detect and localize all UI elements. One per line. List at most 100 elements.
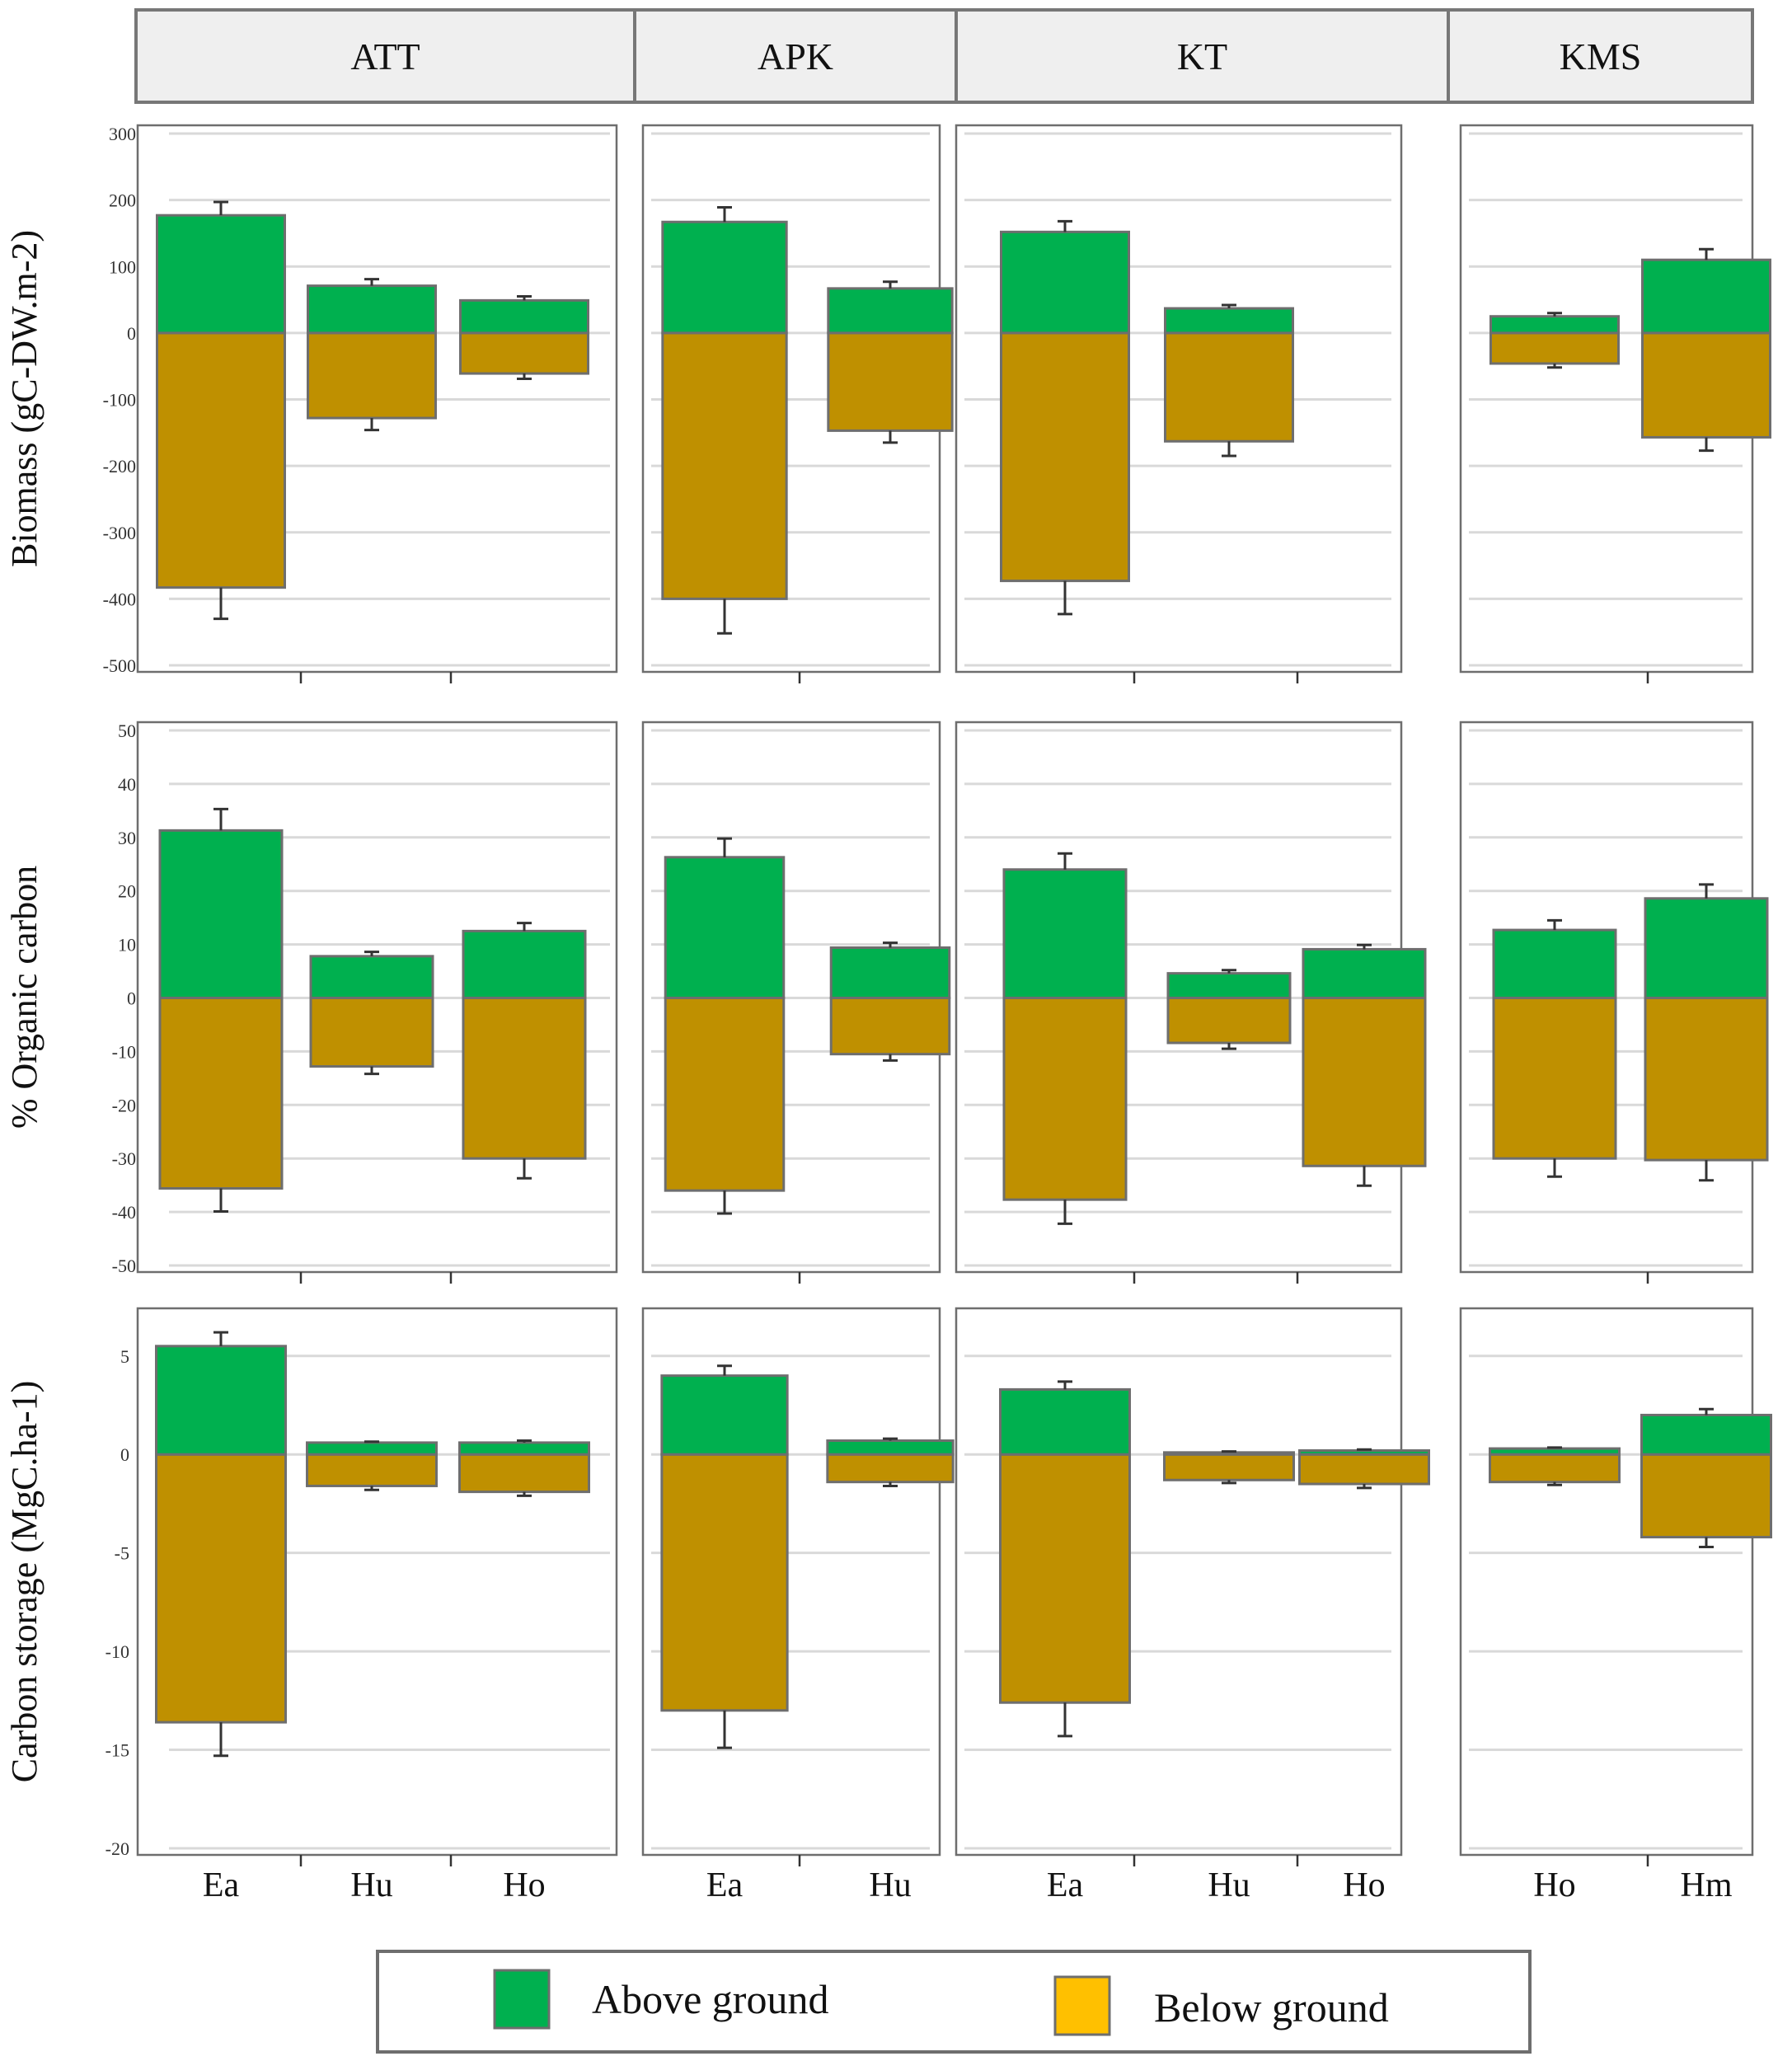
site-header-bar: ATT APK KT KMS bbox=[134, 8, 1754, 104]
error-bar-above bbox=[883, 941, 898, 948]
y-tick-label: 40 bbox=[118, 774, 136, 795]
site-header-kt bbox=[955, 8, 1450, 104]
bar-below-apk-ea bbox=[664, 997, 786, 1192]
error-bar-below bbox=[1547, 1481, 1562, 1486]
error-bar-below bbox=[1222, 441, 1236, 458]
bar-above-apk-hu bbox=[827, 287, 954, 335]
y-tick-label: -30 bbox=[112, 1148, 136, 1169]
bar-below-kms-hm bbox=[1641, 331, 1771, 439]
site-header-label: KMS bbox=[1560, 35, 1642, 77]
x-category-label: Hu bbox=[869, 1866, 911, 1904]
error-bar-above bbox=[1058, 1380, 1072, 1390]
y-tick-label: 10 bbox=[118, 935, 136, 955]
error-bar-above bbox=[1357, 943, 1372, 950]
y-tick-label: 50 bbox=[118, 721, 136, 741]
x-category-label: Ho bbox=[1533, 1866, 1575, 1904]
y-tick-label: -50 bbox=[112, 1256, 136, 1276]
error-bar-above bbox=[1222, 969, 1236, 974]
y-tick-label: 5 bbox=[120, 1346, 129, 1367]
error-bar-below bbox=[1699, 1160, 1714, 1182]
bar-below-att-hu bbox=[306, 1453, 438, 1487]
bar-below-kt-ea bbox=[1002, 997, 1128, 1201]
bar-below-kt-hu bbox=[1163, 1453, 1295, 1481]
bar-below-kt-ho bbox=[1302, 997, 1427, 1167]
legend-frame bbox=[376, 1950, 1532, 2054]
panel-carbon-storage-kt: Ea Hu Ho bbox=[955, 1307, 1430, 1904]
bar-below-att-ho bbox=[462, 997, 587, 1160]
bar-above-apk-ea bbox=[661, 220, 788, 335]
error-bar-above bbox=[717, 1364, 732, 1376]
bar-below-kt-ho bbox=[1298, 1453, 1430, 1486]
bar-above-kt-ho bbox=[1302, 947, 1427, 1000]
error-bar-below bbox=[1547, 1158, 1562, 1178]
bar-above-att-ho bbox=[459, 298, 589, 335]
bar-above-kt-ea bbox=[999, 1387, 1131, 1456]
panel-carbon-storage-apk: Ea Hu bbox=[641, 1307, 955, 1904]
bar-below-att-ea bbox=[156, 331, 286, 589]
bar-above-att-hu bbox=[307, 284, 437, 335]
bar-above-att-ho bbox=[462, 929, 587, 999]
x-category-label: Ho bbox=[503, 1866, 545, 1904]
error-bar-above bbox=[517, 1439, 532, 1443]
bar-below-att-ea bbox=[155, 1453, 287, 1724]
y-tick-label: -100 bbox=[103, 390, 136, 411]
bar-above-apk-hu bbox=[826, 1439, 955, 1456]
bar-below-att-hu bbox=[307, 331, 437, 420]
bar-above-apk-ea bbox=[660, 1374, 789, 1456]
panel-biomass-apk bbox=[641, 124, 954, 683]
panel-organic-carbon-kt bbox=[955, 721, 1427, 1284]
error-bar-below bbox=[364, 1486, 379, 1491]
y-tick-label: -400 bbox=[103, 589, 136, 609]
x-category-label: Ea bbox=[203, 1866, 240, 1904]
y-tick-label: 0 bbox=[120, 1444, 129, 1465]
panel-organic-carbon-apk bbox=[641, 721, 951, 1284]
x-category-label: Ho bbox=[1343, 1866, 1385, 1904]
error-bar-above bbox=[1222, 303, 1236, 309]
bar-above-kms-hm bbox=[1644, 897, 1769, 1000]
panel-biomass-kt bbox=[956, 125, 1403, 683]
error-bar-below bbox=[213, 1188, 228, 1213]
bar-above-kms-ho bbox=[1489, 315, 1620, 335]
error-bar-above bbox=[717, 205, 732, 223]
x-category-label: Hu bbox=[1208, 1866, 1250, 1904]
y-tick-label: 200 bbox=[109, 190, 136, 211]
y-tick-label: -200 bbox=[103, 456, 136, 477]
bar-below-att-ho bbox=[458, 1453, 590, 1494]
bar-above-kms-hm bbox=[1640, 1413, 1772, 1456]
panel-biomass-att: 300 200 100 0 -100 -200 -300 -400 -500 bbox=[103, 124, 618, 683]
error-bar-below bbox=[1699, 1537, 1714, 1548]
panel-organic-carbon-kms bbox=[1459, 721, 1769, 1284]
error-bar-below bbox=[1357, 1484, 1372, 1490]
bar-above-kms-ho bbox=[1489, 1447, 1621, 1456]
bar-above-att-ho bbox=[458, 1441, 590, 1456]
legend-swatch-below bbox=[1053, 1975, 1111, 2036]
bar-below-kt-hu bbox=[1164, 331, 1294, 443]
site-header-label: ATT bbox=[350, 35, 420, 77]
error-bar-above bbox=[364, 1440, 379, 1444]
bar-below-att-ea bbox=[158, 997, 284, 1190]
y-tick-label: -20 bbox=[112, 1095, 136, 1115]
error-bar-above bbox=[517, 922, 532, 932]
error-bar-above bbox=[213, 807, 228, 831]
error-bar-above bbox=[213, 1331, 228, 1346]
bar-above-kms-hm bbox=[1641, 258, 1771, 335]
y-tick-label: -300 bbox=[103, 523, 136, 543]
error-bar-below bbox=[213, 587, 228, 621]
chart-row-1: % Organic carbon 50 40 30 20 10 0 -10 -20 -30 -40 -… bbox=[4, 721, 1769, 1284]
bar-above-kt-ea bbox=[1002, 868, 1128, 999]
error-bar-below bbox=[1222, 1480, 1236, 1485]
bar-above-kt-hu bbox=[1166, 972, 1292, 999]
site-header-label: KT bbox=[1177, 35, 1227, 77]
y-axis-title: Carbon storage (MgC.ha-1) bbox=[4, 1381, 45, 1783]
error-bar-below bbox=[213, 1722, 228, 1758]
y-tick-label: 20 bbox=[118, 881, 136, 902]
error-bar-below bbox=[1058, 580, 1072, 616]
y-tick-label: 30 bbox=[118, 828, 136, 848]
error-bar-below bbox=[717, 599, 732, 635]
error-bar-above bbox=[213, 200, 228, 216]
error-bar-below bbox=[883, 430, 898, 444]
bar-below-apk-ea bbox=[661, 331, 788, 600]
error-bar-below bbox=[517, 1491, 532, 1497]
bar-above-kt-ho bbox=[1298, 1448, 1430, 1456]
error-bar-below bbox=[717, 1710, 732, 1749]
